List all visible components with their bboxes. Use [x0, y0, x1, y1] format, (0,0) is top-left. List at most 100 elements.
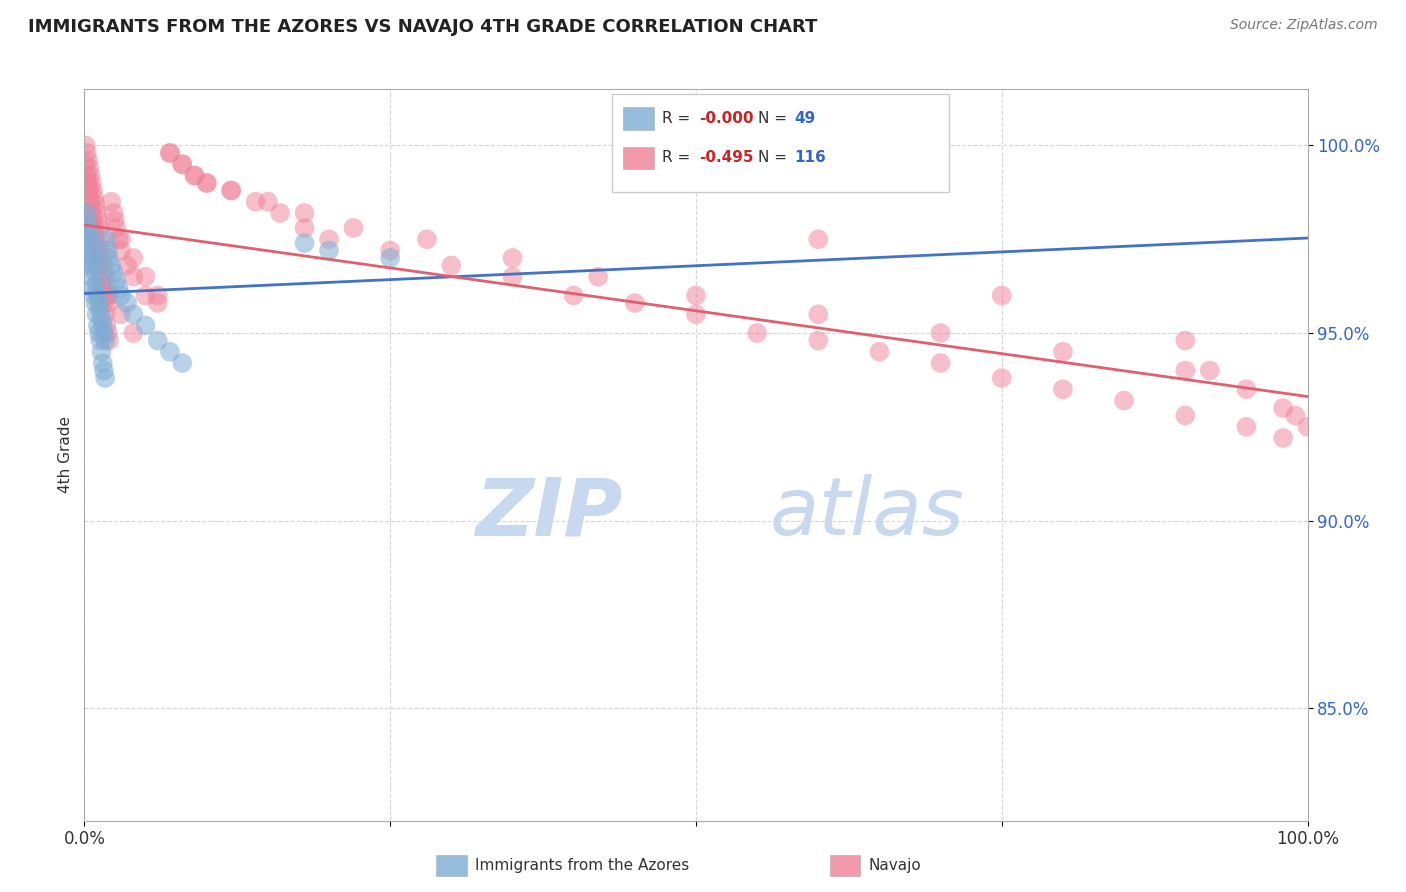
- Point: [96, 318, 118, 333]
- Point: [91, 356, 114, 370]
- Point: [77, 184, 100, 198]
- Point: [183, 169, 205, 183]
- Point: [100, 194, 122, 209]
- Point: [122, 307, 145, 321]
- Point: [87, 326, 110, 340]
- Point: [1236, 382, 1258, 396]
- Point: [318, 244, 340, 258]
- Point: [159, 145, 181, 160]
- Point: [807, 334, 830, 348]
- Text: N =: N =: [758, 151, 792, 165]
- Text: IMMIGRANTS FROM THE AZORES VS NAVAJO 4TH GRADE CORRELATION CHART: IMMIGRANTS FROM THE AZORES VS NAVAJO 4TH…: [28, 18, 817, 36]
- Point: [1114, 393, 1136, 408]
- Point: [195, 176, 218, 190]
- Point: [122, 326, 145, 340]
- Point: [294, 221, 316, 235]
- Point: [91, 269, 114, 284]
- Point: [807, 307, 830, 321]
- Point: [122, 269, 145, 284]
- Text: N =: N =: [758, 112, 792, 126]
- Point: [245, 194, 267, 209]
- Point: [87, 251, 110, 265]
- Point: [83, 232, 105, 246]
- Point: [97, 334, 120, 348]
- Point: [1174, 363, 1197, 377]
- Point: [91, 288, 114, 302]
- Point: [77, 161, 100, 175]
- Point: [502, 251, 524, 265]
- Point: [89, 334, 111, 348]
- Point: [83, 191, 105, 205]
- Point: [97, 296, 120, 310]
- Text: ZIP: ZIP: [475, 475, 623, 552]
- Point: [1174, 334, 1197, 348]
- Point: [159, 344, 181, 359]
- Point: [105, 221, 128, 235]
- Text: Immigrants from the Azores: Immigrants from the Azores: [475, 858, 689, 872]
- Point: [294, 206, 316, 220]
- Point: [380, 244, 402, 258]
- Point: [1174, 409, 1197, 423]
- Point: [77, 221, 100, 235]
- Point: [84, 244, 107, 258]
- Point: [502, 269, 524, 284]
- Point: [83, 259, 105, 273]
- Point: [991, 288, 1014, 302]
- Point: [76, 176, 98, 190]
- Point: [110, 232, 132, 246]
- Point: [380, 251, 402, 265]
- Point: [79, 169, 101, 183]
- Point: [87, 221, 110, 235]
- Point: [104, 213, 127, 227]
- Point: [82, 213, 104, 227]
- Point: [1052, 382, 1074, 396]
- Point: [77, 251, 100, 265]
- Point: [94, 307, 117, 321]
- Point: [269, 206, 291, 220]
- Point: [76, 145, 98, 160]
- Point: [80, 244, 103, 258]
- Point: [87, 296, 110, 310]
- Point: [195, 176, 218, 190]
- Point: [110, 288, 132, 302]
- Point: [115, 296, 138, 310]
- Point: [110, 307, 132, 321]
- Point: [77, 194, 100, 209]
- Point: [219, 184, 242, 198]
- Point: [75, 157, 97, 171]
- Point: [172, 157, 194, 171]
- Point: [91, 251, 114, 265]
- Point: [807, 232, 830, 246]
- Point: [115, 259, 138, 273]
- Text: 116: 116: [794, 151, 827, 165]
- Point: [79, 235, 101, 250]
- Point: [1272, 431, 1295, 445]
- Point: [257, 194, 280, 209]
- Point: [1236, 419, 1258, 434]
- Point: [294, 235, 316, 250]
- Point: [94, 269, 117, 284]
- Point: [93, 259, 115, 273]
- Point: [105, 273, 128, 287]
- Text: Source: ZipAtlas.com: Source: ZipAtlas.com: [1230, 18, 1378, 32]
- Point: [318, 232, 340, 246]
- Point: [94, 334, 117, 348]
- Point: [219, 184, 242, 198]
- Point: [146, 288, 169, 302]
- Point: [84, 266, 107, 280]
- Point: [86, 277, 108, 292]
- Point: [146, 334, 169, 348]
- Point: [86, 307, 108, 321]
- Point: [172, 356, 194, 370]
- Point: [77, 176, 100, 190]
- Point: [624, 296, 647, 310]
- Point: [110, 244, 132, 258]
- Point: [87, 259, 110, 273]
- Point: [79, 194, 101, 209]
- Point: [83, 288, 105, 302]
- Point: [93, 363, 115, 377]
- Point: [90, 244, 112, 258]
- Text: R =: R =: [662, 112, 696, 126]
- Point: [685, 288, 707, 302]
- Point: [97, 288, 120, 302]
